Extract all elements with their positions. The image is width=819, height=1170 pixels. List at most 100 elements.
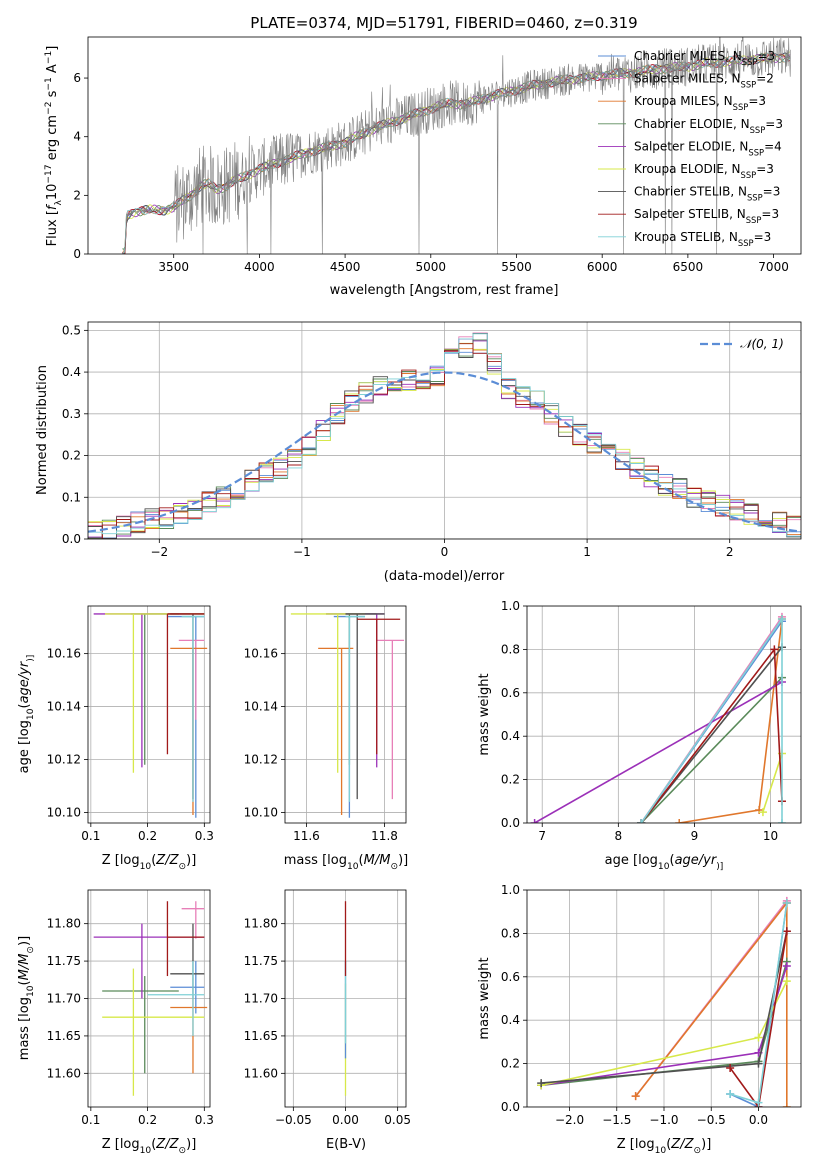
x-tick-label: 1 bbox=[583, 545, 591, 559]
weight-marker bbox=[782, 1103, 791, 1107]
plot-area bbox=[285, 890, 406, 1107]
weight-marker bbox=[770, 645, 779, 654]
y-tick-label: 10.12 bbox=[244, 752, 278, 766]
y-tick-label: 0.6 bbox=[501, 686, 520, 700]
y-tick-label: 11.60 bbox=[244, 1066, 278, 1080]
y-tick-label: 0.1 bbox=[62, 490, 81, 504]
y-tick-label: 0.2 bbox=[501, 773, 520, 787]
x-tick-label: 0.05 bbox=[384, 1113, 411, 1127]
axes-frame bbox=[526, 889, 802, 1108]
figure-title: PLATE=0374, MJD=51791, FIBERID=0460, z=0… bbox=[250, 14, 637, 32]
axes-weight_vs_age: 7 8 9 10 0.0 0.2 0.4 0.6 0.8 1.0 age [log10(age/yr… bbox=[477, 599, 802, 872]
x-tick-label: 8 bbox=[615, 829, 623, 843]
x-tick-label: −0.5 bbox=[697, 1113, 726, 1127]
legend-label: Kroupa STELIB, NSSP=3 bbox=[634, 230, 771, 248]
x-axis-label: Z [log10(Z/Z⊙)] bbox=[617, 1137, 712, 1156]
axes-frame bbox=[87, 36, 802, 255]
weight-marker bbox=[675, 819, 684, 823]
x-tick-label: 0.3 bbox=[195, 829, 214, 843]
weight-line bbox=[534, 681, 783, 823]
weight-marker bbox=[777, 819, 786, 823]
x-tick-label: 0 bbox=[441, 545, 449, 559]
y-tick-label: 0.0 bbox=[501, 1100, 520, 1114]
axes-spectrum: 3500 4000 4500 5000 5500 6000 6500 7000 0 2 4 6 wave… bbox=[44, 36, 802, 298]
x-axis-label: mass [log10(M/M⊙)] bbox=[284, 853, 408, 872]
y-tick-label: 10.12 bbox=[47, 752, 81, 766]
x-axis-label: E(B-V) bbox=[326, 1137, 366, 1152]
weight-marker bbox=[754, 1059, 763, 1068]
x-axis-label: Z [log10(Z/Z⊙)] bbox=[102, 1137, 197, 1156]
x-tick-label: 0.00 bbox=[332, 1113, 359, 1127]
y-tick-label: 2 bbox=[73, 188, 81, 202]
y-tick-label: 0.8 bbox=[501, 926, 520, 940]
x-tick-label: 7000 bbox=[758, 260, 789, 274]
y-tick-label: 1.0 bbox=[501, 883, 520, 897]
x-tick-label: −2.0 bbox=[555, 1113, 584, 1127]
axes-frame bbox=[87, 605, 211, 824]
y-tick-label: 10.16 bbox=[244, 647, 278, 661]
y-tick-label: 0.4 bbox=[501, 729, 520, 743]
weight-marker bbox=[754, 1098, 763, 1107]
weight-line bbox=[640, 677, 783, 823]
y-tick-label: 0 bbox=[73, 247, 81, 261]
legend-label: Salpeter STELIB, NSSP=3 bbox=[634, 207, 779, 225]
y-tick-label: 0.4 bbox=[501, 1013, 520, 1027]
hist-step bbox=[88, 333, 801, 537]
x-tick-label: −2 bbox=[150, 545, 168, 559]
axes-age_vs_Z: 0.1 0.2 0.3 10.10 10.12 10.14 10.16 Z [log10(Z/… bbox=[17, 605, 214, 872]
y-tick-label: 0.2 bbox=[62, 449, 81, 463]
weight-marker bbox=[777, 615, 786, 624]
weight-marker bbox=[726, 1089, 735, 1098]
y-tick-label: 11.70 bbox=[244, 992, 278, 1006]
axes-residuals: −2 −1 0 1 2 0.0 0.1 0.2 0.3 0.4 0.5 𝒩(0, 1) (data-mo… bbox=[35, 321, 802, 584]
y-axis-label: mass weight bbox=[477, 673, 492, 755]
y-tick-label: 11.75 bbox=[244, 954, 278, 968]
normal-curve bbox=[88, 371, 801, 533]
axes-weight_vs_Z: −2.0 −1.5 −1.0 −0.5 0.0 0.0 0.2 0.4 0.6 0.8 1.0 Z [… bbox=[477, 883, 802, 1156]
axes-frame bbox=[284, 889, 407, 1108]
weight-marker bbox=[758, 808, 767, 817]
x-axis-label: (data-model)/error bbox=[384, 569, 505, 584]
y-tick-label: 11.80 bbox=[47, 917, 81, 931]
y-axis-label: Normed distribution bbox=[35, 365, 50, 495]
y-tick-label: 0.2 bbox=[501, 1057, 520, 1071]
y-tick-label: 0.3 bbox=[62, 407, 81, 421]
x-tick-label: 0.2 bbox=[138, 829, 157, 843]
x-tick-label: 11.8 bbox=[371, 829, 398, 843]
y-axis-label: Flux [fλ10−17 erg cm−2 s−1 A−1] bbox=[44, 46, 64, 247]
y-tick-label: 11.60 bbox=[47, 1066, 81, 1080]
legend-label: Salpeter ELODIE, NSSP=4 bbox=[634, 139, 782, 157]
y-tick-label: 10.10 bbox=[244, 805, 278, 819]
y-tick-label: 10.14 bbox=[244, 700, 278, 714]
x-tick-label: 0.1 bbox=[81, 1113, 100, 1127]
weight-line bbox=[729, 931, 788, 1107]
y-tick-label: 11.70 bbox=[47, 992, 81, 1006]
x-tick-label: 6000 bbox=[587, 260, 618, 274]
x-tick-label: 0.0 bbox=[749, 1113, 768, 1127]
legend-label: Kroupa MILES, NSSP=3 bbox=[634, 94, 766, 112]
x-tick-label: 7 bbox=[538, 829, 546, 843]
y-axis-label: mass [log10(M/M⊙)] bbox=[17, 936, 36, 1060]
axes-frame bbox=[87, 889, 211, 1108]
x-tick-label: 5000 bbox=[416, 260, 447, 274]
weight-marker bbox=[631, 1092, 640, 1101]
weight-marker bbox=[782, 977, 791, 986]
y-tick-label: 10.10 bbox=[47, 805, 81, 819]
x-tick-label: 0.1 bbox=[81, 829, 100, 843]
y-tick-label: 11.75 bbox=[47, 954, 81, 968]
x-tick-label: 6500 bbox=[673, 260, 704, 274]
y-tick-label: 0.6 bbox=[501, 970, 520, 984]
y-tick-label: 11.65 bbox=[244, 1029, 278, 1043]
axes-frame bbox=[87, 321, 802, 540]
x-axis-label: age [log10(age/yr)] bbox=[605, 853, 724, 872]
plot-area bbox=[88, 606, 210, 823]
x-tick-label: 3500 bbox=[158, 260, 189, 274]
x-tick-label: 10 bbox=[763, 829, 778, 843]
legend-label: Salpeter MILES, NSSP=2 bbox=[634, 72, 774, 90]
plot-area bbox=[121, 37, 791, 254]
plot-area bbox=[88, 322, 801, 539]
plot-area bbox=[527, 606, 801, 823]
x-tick-label: −1.5 bbox=[602, 1113, 631, 1127]
y-tick-label: 11.65 bbox=[47, 1029, 81, 1043]
